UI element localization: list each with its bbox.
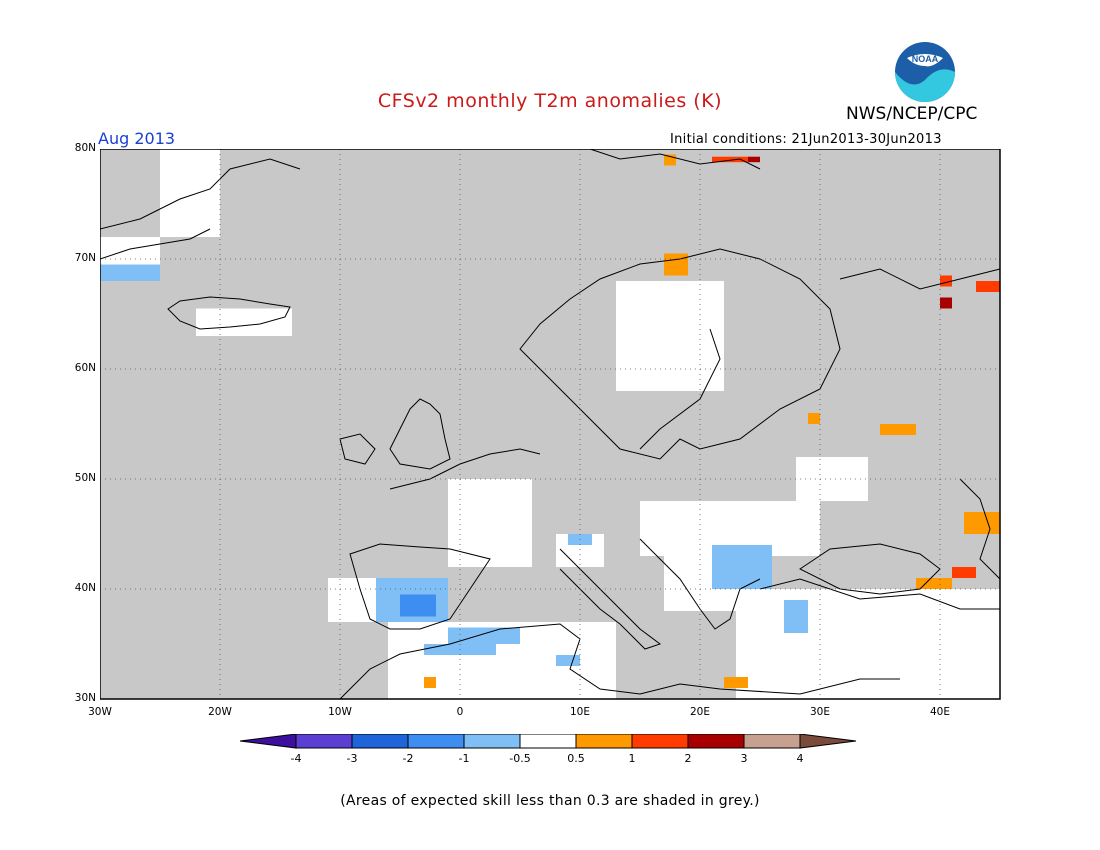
anomaly-cell — [952, 567, 976, 578]
anomaly-cell — [160, 149, 220, 237]
colorbar-segment — [407, 734, 465, 749]
lat-label-70n: 70N — [74, 252, 96, 264]
lat-label-80n: 80N — [74, 142, 96, 154]
colorbar-arrow-high — [799, 734, 857, 749]
anomaly-cell — [940, 297, 952, 309]
lon-label-40e: 40E — [930, 706, 950, 718]
anomaly-cell — [964, 512, 1000, 534]
colorbar-segment — [351, 734, 409, 749]
anomaly-cell — [880, 424, 916, 435]
lat-label-30n: 30N — [74, 692, 96, 704]
lon-label-10w: 10W — [328, 706, 352, 718]
forecast-period: Aug 2013 — [98, 129, 176, 148]
anomaly-cell — [100, 264, 160, 281]
colorbar-tick-label: -1 — [458, 752, 470, 765]
colorbar-tick-label: 3 — [740, 752, 748, 765]
lon-label-20e: 20E — [690, 706, 710, 718]
anomaly-cell — [196, 308, 292, 336]
anomaly-cell — [916, 578, 952, 589]
anomaly-cells — [100, 149, 1000, 699]
anomaly-cell — [400, 594, 436, 617]
colorbar — [240, 734, 857, 749]
colorbar-tick-label: -2 — [402, 752, 414, 765]
colorbar-tick-label: -4 — [290, 752, 302, 765]
lon-label-10e: 10E — [570, 706, 590, 718]
chart-title: CFSv2 monthly T2m anomalies (K) — [377, 90, 723, 112]
lon-label-0: 0 — [456, 706, 464, 718]
anomaly-cell — [784, 600, 808, 633]
lon-label-30e: 30E — [810, 706, 830, 718]
anomaly-cell — [712, 545, 772, 589]
anomaly-cell — [424, 677, 436, 688]
colorbar-tick-label: 0.5 — [567, 752, 585, 765]
anomaly-map — [100, 149, 1001, 700]
anomaly-cell — [940, 275, 952, 287]
anomaly-cell — [664, 253, 688, 276]
colorbar-tick-label: -3 — [346, 752, 358, 765]
skill-footnote: (Areas of expected skill less than 0.3 a… — [340, 793, 760, 809]
anomaly-cell — [748, 156, 760, 163]
agency-label: NWS/NCEP/CPC — [846, 104, 978, 124]
lon-label-20w: 20W — [208, 706, 232, 718]
colorbar-tick-label: 4 — [796, 752, 804, 765]
colorbar-segment — [519, 734, 577, 749]
map-frame — [100, 149, 1001, 700]
colorbar-tick-label: 2 — [684, 752, 692, 765]
anomaly-cell — [664, 154, 676, 166]
noaa-logo-text: NOAA — [912, 54, 939, 64]
colorbar-segment — [463, 734, 521, 749]
colorbar-segment — [687, 734, 745, 749]
anomaly-cell — [796, 457, 868, 501]
anomaly-cell — [448, 627, 520, 644]
initial-conditions: Initial conditions: 21Jun2013-30Jun2013 — [670, 132, 942, 147]
colorbar-segment — [295, 734, 353, 749]
colorbar-segment — [575, 734, 633, 749]
lat-label-60n: 60N — [74, 362, 96, 374]
anomaly-cell — [724, 677, 748, 688]
anomaly-cell — [976, 281, 1000, 292]
colorbar-segment — [743, 734, 801, 749]
graticule — [100, 149, 1000, 699]
colorbar-tick-label: 1 — [628, 752, 636, 765]
anomaly-cell — [556, 655, 580, 666]
anomaly-cell — [616, 281, 724, 391]
colorbar-segment — [631, 734, 689, 749]
noaa-logo-icon: NOAA — [895, 42, 955, 102]
anomaly-cell — [808, 413, 820, 424]
anomaly-cell — [736, 589, 1000, 699]
anomaly-cell — [712, 156, 748, 163]
lat-label-40n: 40N — [74, 582, 96, 594]
colorbar-arrow-low — [240, 734, 297, 749]
lon-label-30w: 30W — [88, 706, 112, 718]
lat-label-50n: 50N — [74, 472, 96, 484]
colorbar-tick-label: -0.5 — [509, 752, 531, 765]
anomaly-cell — [448, 479, 532, 567]
